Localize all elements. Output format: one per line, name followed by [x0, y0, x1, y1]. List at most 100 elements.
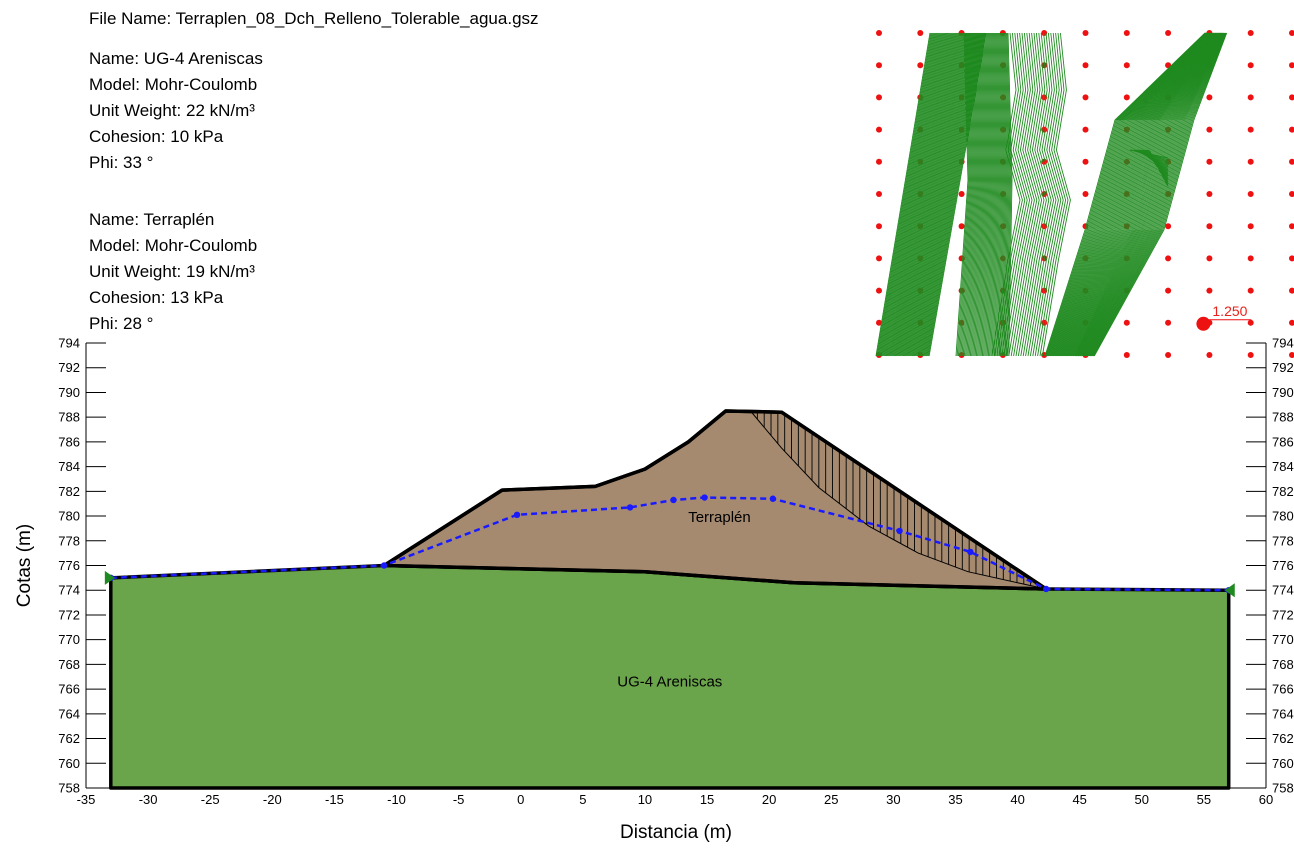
- contour-line: [991, 32, 999, 357]
- grid-point: [1206, 94, 1213, 101]
- y-tick-label-right: 760: [1272, 756, 1294, 771]
- contour-line: [898, 32, 956, 357]
- grid-point: [1206, 126, 1213, 133]
- y-tick-label-right: 790: [1272, 385, 1294, 400]
- grid-point: [1247, 158, 1254, 165]
- contour-line: [993, 32, 1001, 357]
- contour-line: [997, 32, 1004, 357]
- contour-line: [1050, 32, 1208, 357]
- y-tick-label-left: 758: [58, 781, 80, 796]
- contour-line: [1091, 32, 1226, 357]
- grid-point: [1247, 191, 1254, 197]
- y-tick-label-left: 764: [58, 706, 80, 721]
- contour-line: [960, 32, 973, 357]
- grid-point: [1123, 352, 1130, 358]
- x-tick-label: 30: [886, 792, 900, 807]
- grid-point: [1082, 94, 1089, 101]
- x-tick-label: 10: [638, 792, 652, 807]
- contour-line: [991, 32, 1021, 357]
- boundary-marker-left: [104, 570, 115, 585]
- contour-line: [907, 32, 965, 357]
- x-tick-label: -25: [201, 792, 220, 807]
- x-tick-label: 40: [1010, 792, 1024, 807]
- x-tick-label: -10: [387, 792, 406, 807]
- contour-line: [1073, 32, 1219, 357]
- grid-point: [876, 287, 882, 294]
- contour-line: [889, 32, 945, 357]
- contour-line: [984, 32, 993, 357]
- contour-line: [1051, 32, 1209, 357]
- material-phi: Phi: 33 °: [89, 153, 154, 172]
- contour-line: [989, 32, 997, 357]
- grid-point: [1165, 255, 1172, 262]
- grid-point: [1289, 126, 1294, 133]
- file-name-label: File Name: Terraplen_08_Dch_Relleno_Tole…: [89, 9, 539, 28]
- contour-line: [1089, 32, 1226, 357]
- y-tick-label-right: 766: [1272, 682, 1294, 697]
- grid-point: [1247, 30, 1254, 36]
- y-tick-label-right: 776: [1272, 558, 1294, 573]
- grid-point: [876, 94, 882, 101]
- contour-line: [1003, 32, 1009, 357]
- contour-line: [1048, 32, 1208, 357]
- grid-point: [876, 30, 882, 36]
- contour-line: [1061, 32, 1213, 357]
- contour-line: [983, 32, 992, 357]
- slip-surface: [750, 410, 1047, 590]
- grid-point: [1165, 319, 1172, 326]
- contour-line: [911, 32, 969, 357]
- y-tick-label-right: 772: [1272, 607, 1294, 622]
- y-tick-label-left: 760: [58, 756, 80, 771]
- contour-line: [888, 32, 944, 357]
- piezometric-point: [701, 494, 708, 501]
- contour-line: [1058, 32, 1212, 357]
- grid-point: [876, 255, 882, 262]
- piezometric-point: [626, 504, 634, 511]
- contour-line: [882, 32, 939, 357]
- contour-line: [968, 32, 980, 357]
- contour-line: [1081, 32, 1222, 357]
- grid-point: [1206, 287, 1213, 294]
- contour-line: [961, 32, 974, 357]
- grid-point: [1082, 191, 1089, 197]
- contour-line: [1064, 32, 1215, 357]
- contour-line: [981, 32, 991, 357]
- y-tick-label-left: 774: [58, 583, 80, 598]
- contour-line: [916, 32, 974, 357]
- grid-point: [1041, 126, 1048, 133]
- grid-point: [1082, 158, 1089, 165]
- contour-line: [894, 32, 951, 357]
- contour-line: [898, 32, 955, 357]
- contour-line: [900, 32, 958, 357]
- grid-point: [1123, 62, 1130, 69]
- grid-point: [1247, 62, 1254, 69]
- contour-line: [912, 32, 970, 357]
- contour-line: [1067, 32, 1216, 357]
- contour-line: [1076, 32, 1220, 357]
- material-cohesion: Cohesion: 10 kPa: [89, 127, 224, 146]
- y-tick-label-left: 780: [58, 509, 80, 524]
- grid-point: [917, 62, 924, 69]
- contour-line: [893, 32, 950, 357]
- contour-line: [1007, 32, 1013, 357]
- x-tick-label: 15: [700, 792, 714, 807]
- y-tick-label-left: 794: [58, 336, 80, 351]
- contour-line: [1048, 32, 1207, 357]
- y-tick-label-right: 774: [1272, 583, 1294, 598]
- contour-line: [986, 32, 995, 357]
- contour-line: [1022, 32, 1052, 357]
- contour-line: [1054, 32, 1210, 357]
- grid-point: [876, 126, 882, 133]
- grid-point: [1206, 223, 1213, 230]
- grid-point: [1123, 319, 1130, 326]
- contour-line: [1148, 149, 1169, 187]
- contour-line: [1079, 32, 1221, 357]
- contour-line: [1051, 32, 1209, 357]
- piezometric-point: [380, 562, 388, 569]
- grid-point: [1247, 352, 1254, 358]
- contour-line: [914, 32, 972, 357]
- critical-center-marker: [1196, 316, 1211, 331]
- grid-point: [1206, 158, 1213, 165]
- contour-line: [881, 32, 938, 357]
- y-tick-label-right: 788: [1272, 410, 1294, 425]
